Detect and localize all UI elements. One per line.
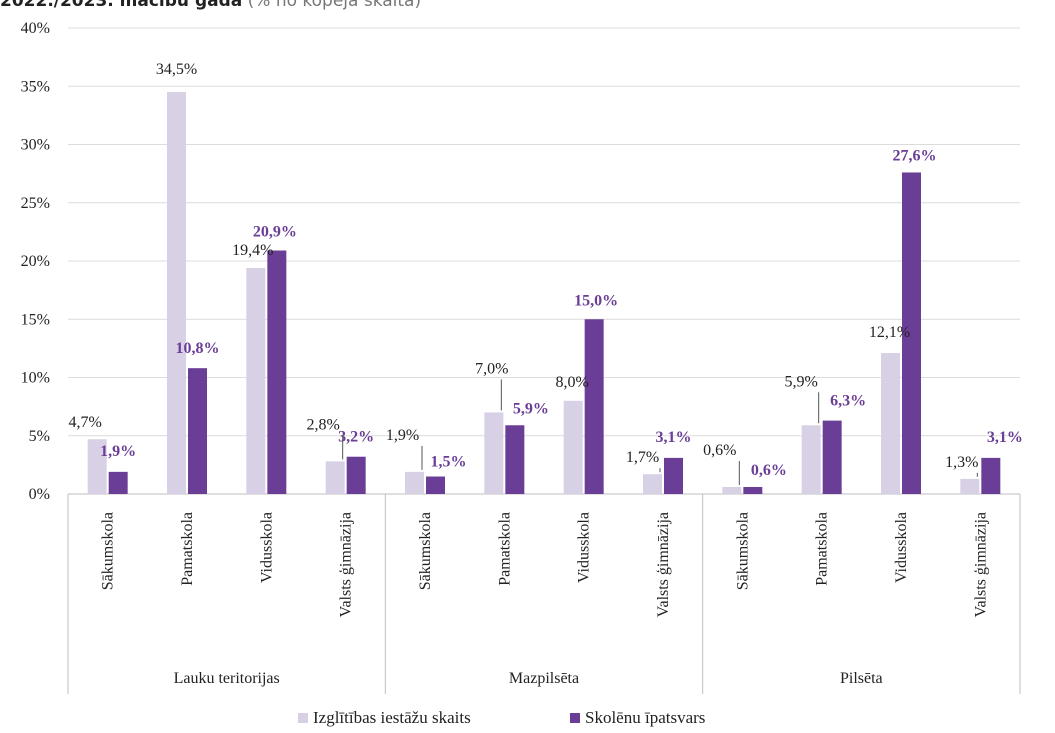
- bar-izglitibas-iestazu-skaits: [484, 412, 504, 494]
- bar-skolenu-ipatsvars: [664, 457, 683, 494]
- bar-skolenu-ipatsvars: [822, 420, 842, 494]
- data-label-skolenu-ipatsvars: 5,9%: [513, 400, 549, 417]
- data-label-izglitibas-iestazu-skaits: 1,3%: [945, 454, 978, 471]
- data-label-skolenu-ipatsvars: 27,6%: [893, 147, 937, 164]
- chart-title-main: 2022./2023. mācību gadā: [0, 0, 243, 11]
- legend-swatch: [570, 713, 580, 723]
- bar-skolenu-ipatsvars: [902, 172, 921, 494]
- bar-skolenu-ipatsvars: [981, 457, 1001, 494]
- group-label: Lauku teritorijas: [174, 670, 280, 687]
- bar-izglitibas-iestazu-skaits: [801, 425, 821, 494]
- data-label-skolenu-ipatsvars: 10,8%: [176, 340, 220, 357]
- chart-title-note: (% no kopējā skaita): [247, 0, 422, 11]
- bar-skolenu-ipatsvars: [584, 319, 604, 494]
- bar-skolenu-ipatsvars: [426, 476, 445, 494]
- data-label-izglitibas-iestazu-skaits: 5,9%: [785, 373, 818, 390]
- y-tick-label: 10%: [21, 370, 50, 387]
- y-tick-label: 35%: [21, 78, 50, 95]
- y-tick-label: 5%: [29, 428, 50, 445]
- data-label-izglitibas-iestazu-skaits: 2,8%: [307, 416, 340, 433]
- x-category-label: Pamatskola: [814, 512, 831, 586]
- legend-label: Izglītības iestāžu skaits: [313, 708, 471, 727]
- x-category-label: Sākumskola: [734, 512, 751, 590]
- x-category-label: Sākumskola: [100, 512, 117, 590]
- bar-skolenu-ipatsvars: [505, 425, 525, 494]
- data-label-izglitibas-iestazu-skaits: 34,5%: [156, 61, 197, 78]
- y-tick-label: 40%: [21, 20, 50, 37]
- chart-title: 2022./2023. mācību gadā (% no kopējā ska…: [0, 0, 421, 11]
- data-label-skolenu-ipatsvars: 3,1%: [987, 429, 1023, 446]
- y-tick-label: 20%: [21, 253, 50, 270]
- group-label: Pilsēta: [840, 670, 883, 687]
- data-label-skolenu-ipatsvars: 1,5%: [431, 454, 467, 471]
- bar-skolenu-ipatsvars: [743, 487, 763, 494]
- bar-izglitibas-iestazu-skaits: [960, 478, 980, 494]
- bar-izglitibas-iestazu-skaits: [246, 267, 266, 494]
- bar-izglitibas-iestazu-skaits: [405, 471, 424, 494]
- x-category-label: Vidusskola: [576, 512, 593, 583]
- data-label-skolenu-ipatsvars: 20,9%: [253, 224, 297, 241]
- group-label: Mazpilsēta: [509, 670, 579, 687]
- bar-izglitibas-iestazu-skaits: [563, 400, 583, 494]
- y-tick-label: 30%: [21, 137, 50, 154]
- x-category-label: Vidusskola: [893, 512, 910, 583]
- bar-izglitibas-iestazu-skaits: [722, 487, 742, 494]
- data-label-izglitibas-iestazu-skaits: 8,0%: [556, 374, 589, 391]
- x-category-label: Pamatskola: [179, 512, 196, 586]
- y-tick-label: 0%: [29, 486, 50, 503]
- x-category-label: Valsts ģimnāzija: [972, 512, 989, 617]
- y-tick-label: 25%: [21, 195, 50, 212]
- data-label-izglitibas-iestazu-skaits: 7,0%: [475, 360, 508, 377]
- bar-izglitibas-iestazu-skaits: [167, 92, 186, 494]
- bar-skolenu-ipatsvars: [188, 368, 207, 494]
- data-label-skolenu-ipatsvars: 6,3%: [830, 393, 866, 410]
- data-label-izglitibas-iestazu-skaits: 0,6%: [703, 442, 736, 459]
- x-category-label: Valsts ģimnāzija: [655, 512, 672, 617]
- bar-izglitibas-iestazu-skaits: [881, 353, 900, 494]
- bar-skolenu-ipatsvars: [108, 471, 128, 494]
- legend-swatch: [298, 713, 308, 723]
- data-label-izglitibas-iestazu-skaits: 12,1%: [869, 324, 910, 341]
- bar-skolenu-ipatsvars: [267, 250, 287, 494]
- data-label-izglitibas-iestazu-skaits: 19,4%: [232, 242, 273, 259]
- bar-skolenu-ipatsvars: [346, 456, 366, 494]
- legend-label: Skolēnu īpatsvars: [585, 708, 705, 727]
- data-label-skolenu-ipatsvars: 3,1%: [656, 429, 692, 446]
- x-category-label: Pamatskola: [496, 512, 513, 586]
- data-label-skolenu-ipatsvars: 3,2%: [338, 429, 374, 446]
- data-label-skolenu-ipatsvars: 15,0%: [574, 292, 618, 309]
- y-tick-label: 15%: [21, 311, 50, 328]
- x-category-label: Vidusskola: [258, 512, 275, 583]
- data-label-izglitibas-iestazu-skaits: 4,7%: [69, 414, 102, 431]
- data-label-izglitibas-iestazu-skaits: 1,9%: [386, 427, 419, 444]
- data-label-izglitibas-iestazu-skaits: 1,7%: [626, 449, 659, 466]
- data-label-skolenu-ipatsvars: 1,9%: [100, 443, 136, 460]
- bar-izglitibas-iestazu-skaits: [325, 461, 345, 494]
- x-category-label: Valsts ģimnāzija: [338, 512, 355, 617]
- bar-izglitibas-iestazu-skaits: [87, 439, 107, 494]
- data-label-skolenu-ipatsvars: 0,6%: [751, 462, 787, 479]
- bar-izglitibas-iestazu-skaits: [643, 474, 662, 494]
- x-category-label: Sākumskola: [417, 512, 434, 590]
